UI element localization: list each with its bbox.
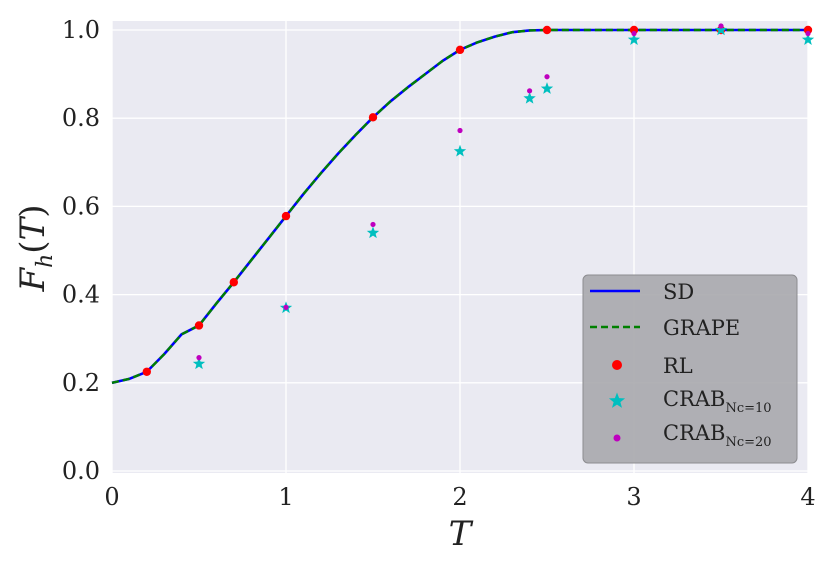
point-crab-nc-10: [523, 91, 536, 104]
legend-marker-crab-nc-20: [613, 434, 621, 442]
point-rl: [229, 278, 238, 287]
y-tick-label: 0.8: [62, 104, 100, 132]
y-tick-label: 0.2: [62, 369, 100, 397]
y-tick-label: 0.4: [62, 281, 100, 309]
point-crab-nc-20: [805, 30, 811, 37]
point-crab-nc-10: [627, 33, 641, 45]
point-crab-nc-10: [366, 226, 380, 239]
point-crab-nc-10: [540, 82, 554, 94]
point-crab-nc-20: [196, 355, 202, 361]
point-rl: [142, 367, 151, 376]
y-tick-label: 1.0: [62, 16, 100, 44]
legend-marker-rl: [612, 360, 622, 370]
x-tick-label: 3: [626, 483, 641, 511]
point-crab-nc-20: [527, 88, 533, 94]
x-tick-label: 1: [278, 483, 293, 511]
x-tick-label: 2: [452, 483, 467, 511]
point-crab-nc-20: [544, 74, 550, 80]
ticks: 0 1 2 3 4 0.0 0.2 0.4 0.6 0.8 1.0: [62, 16, 816, 511]
legend-marker-crab-nc-10: [608, 392, 626, 408]
legend-label-rl: RL: [663, 354, 693, 378]
legend-box: [582, 274, 798, 464]
y-axis-label-T: T: [13, 215, 53, 240]
x-tick-label: 4: [800, 483, 815, 511]
y-axis-label-sub: h: [33, 254, 58, 268]
point-crab-nc-10: [801, 33, 815, 45]
legend-label-crab-nc-20: CRABNc=20: [663, 421, 772, 450]
point-crab-nc-10: [714, 23, 728, 36]
point-rl: [281, 211, 291, 221]
point-crab-nc-10: [192, 357, 206, 370]
y-axis-label-close: ): [13, 205, 53, 218]
legend-label-grape: GRAPE: [663, 316, 740, 340]
point-crab-nc-20: [718, 23, 724, 29]
y-tick-label: 0.6: [62, 192, 100, 220]
legend-label-crab-nc-10: CRABNc=10: [663, 387, 772, 416]
y-axis-label: Fh(T): [13, 205, 58, 293]
series-layer: [111, 23, 815, 385]
point-crab-nc-20: [631, 30, 637, 37]
x-axis-label: T: [449, 514, 474, 554]
y-axis-label-arg: (: [13, 240, 53, 253]
point-crab-nc-20: [283, 304, 289, 310]
x-tick-label: 0: [104, 483, 119, 511]
point-crab-nc-20: [457, 127, 463, 134]
legend: SD GRAPE RL CRABNc=10 CRABNc=20: [582, 274, 798, 464]
legend-label-sd: SD: [663, 280, 694, 304]
point-crab-nc-20: [370, 221, 376, 228]
point-rl: [455, 45, 465, 55]
point-crab-nc-10: [453, 144, 467, 157]
y-tick-label: 0.0: [62, 457, 100, 485]
y-axis-label-main: F: [13, 266, 53, 292]
point-rl: [194, 321, 204, 330]
point-rl: [368, 113, 378, 122]
point-rl: [542, 25, 552, 35]
